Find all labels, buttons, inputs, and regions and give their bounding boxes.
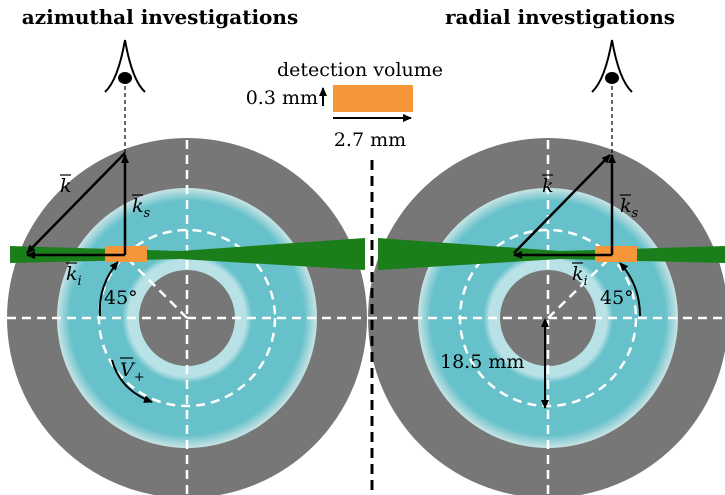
- eye: [104, 39, 633, 93]
- vector-label: ki: [66, 263, 82, 289]
- vector-label: k: [60, 175, 72, 197]
- vector-label: ks: [132, 195, 151, 221]
- vector-arrows: [60, 174, 631, 359]
- legend-height: 0.3 mm: [246, 87, 318, 109]
- vector-label: ki: [572, 263, 588, 289]
- discs: [7, 138, 725, 495]
- legend-label: detection volume: [277, 59, 443, 81]
- velocity-label: V+: [120, 359, 145, 385]
- laser-beam-left: [10, 238, 365, 270]
- wave-vectors: [26, 152, 616, 259]
- vector-label: k: [542, 175, 554, 197]
- legend-swatch: [333, 85, 413, 112]
- vector-label: ks: [620, 195, 639, 221]
- angle-label: 45°: [600, 287, 634, 309]
- title: azimuthal investigations: [22, 5, 298, 29]
- radius-label: 18.5 mm: [440, 351, 524, 373]
- title: radial investigations: [445, 5, 675, 29]
- arcs: [98, 87, 641, 409]
- angle-label: 45°: [104, 287, 138, 309]
- detection-volume: [595, 246, 637, 262]
- legend-width: 2.7 mm: [334, 129, 406, 151]
